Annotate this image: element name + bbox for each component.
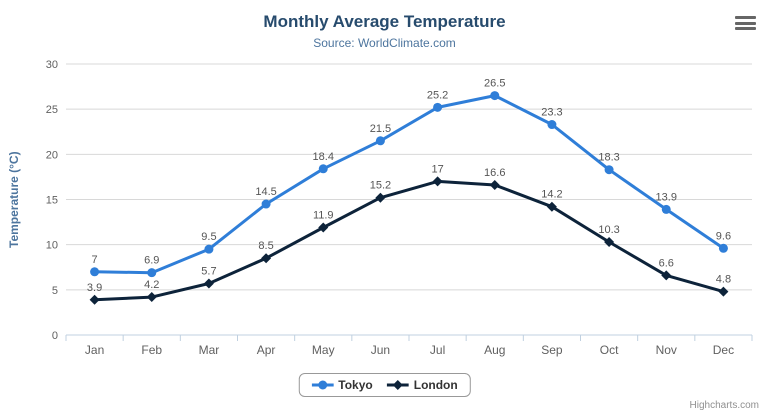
- point-london-may[interactable]: [318, 222, 329, 233]
- legend-label-tokyo: Tokyo: [338, 378, 373, 392]
- point-tokyo-jun[interactable]: [375, 136, 385, 146]
- x-axis-label: Dec: [713, 343, 734, 357]
- data-label-tokyo: 18.3: [598, 152, 619, 164]
- data-label-tokyo: 7: [92, 254, 98, 266]
- point-tokyo-feb[interactable]: [147, 268, 157, 278]
- data-label-tokyo: 9.5: [201, 231, 216, 243]
- x-axis-label: Apr: [257, 343, 276, 357]
- series-line-london: [93, 179, 725, 302]
- data-label-tokyo: 25.2: [427, 89, 448, 101]
- point-london-jul[interactable]: [432, 176, 443, 187]
- x-axis-label: Oct: [600, 343, 619, 357]
- data-label-london: 15.2: [370, 180, 391, 192]
- legend-marker-tokyo: [311, 380, 334, 390]
- data-label-london: 6.6: [659, 257, 674, 269]
- point-tokyo-apr[interactable]: [261, 199, 271, 209]
- x-axis-label: Jun: [371, 343, 390, 357]
- legend: Tokyo London: [298, 373, 471, 397]
- point-tokyo-mar[interactable]: [204, 244, 214, 254]
- point-tokyo-jul[interactable]: [433, 102, 443, 112]
- x-axis-label: Jul: [430, 343, 445, 357]
- data-label-london: 4.8: [716, 274, 731, 286]
- legend-item-tokyo[interactable]: Tokyo: [311, 378, 373, 392]
- data-label-london: 14.2: [541, 189, 562, 201]
- data-label-london: 4.2: [144, 279, 159, 291]
- data-label-tokyo: 26.5: [484, 78, 505, 90]
- legend-label-london: London: [413, 378, 458, 392]
- y-axis-label: 0: [52, 330, 58, 342]
- point-london-feb[interactable]: [146, 292, 157, 303]
- point-tokyo-jan[interactable]: [90, 267, 100, 277]
- point-tokyo-aug[interactable]: [490, 91, 500, 101]
- point-london-jun[interactable]: [375, 192, 386, 203]
- chart-title: Monthly Average Temperature: [263, 12, 506, 31]
- point-london-dec[interactable]: [718, 286, 729, 297]
- point-tokyo-may[interactable]: [318, 164, 328, 174]
- data-label-london: 17: [431, 163, 443, 175]
- point-london-mar[interactable]: [203, 278, 214, 289]
- x-axis-label: Jan: [85, 343, 104, 357]
- x-axis-label: Sep: [541, 343, 563, 357]
- point-london-jan[interactable]: [89, 294, 100, 305]
- data-label-london: 5.7: [201, 266, 216, 278]
- hamburger-menu-icon: [734, 14, 756, 33]
- point-london-aug[interactable]: [489, 180, 500, 191]
- point-tokyo-dec[interactable]: [718, 243, 728, 253]
- x-axis-label: Nov: [656, 343, 677, 357]
- x-axis-label: Feb: [141, 343, 162, 357]
- credits-link[interactable]: Highcharts.com: [689, 400, 759, 411]
- y-axis-label: 10: [46, 240, 58, 252]
- legend-item-london[interactable]: London: [386, 378, 458, 392]
- x-axis-label: Mar: [199, 343, 220, 357]
- data-label-london: 8.5: [258, 240, 273, 252]
- point-tokyo-sep[interactable]: [547, 120, 557, 130]
- data-label-london: 16.6: [484, 167, 505, 179]
- point-london-apr[interactable]: [261, 253, 272, 264]
- y-axis-label: 20: [46, 149, 58, 161]
- data-label-tokyo: 13.9: [656, 191, 677, 203]
- data-label-tokyo: 9.6: [716, 230, 731, 242]
- data-label-tokyo: 21.5: [370, 123, 391, 135]
- x-axis-label: May: [312, 343, 335, 357]
- data-label-london: 3.9: [87, 282, 102, 294]
- point-tokyo-nov[interactable]: [661, 204, 671, 214]
- point-tokyo-oct[interactable]: [604, 165, 614, 175]
- point-london-sep[interactable]: [546, 201, 557, 212]
- point-london-nov[interactable]: [661, 270, 672, 281]
- y-axis-label: 5: [52, 285, 58, 297]
- data-label-london: 10.3: [598, 224, 619, 236]
- y-axis-label: 30: [46, 59, 58, 71]
- data-label-tokyo: 14.5: [255, 186, 276, 198]
- data-label-tokyo: 18.4: [313, 151, 334, 163]
- data-label-london: 11.9: [313, 210, 334, 222]
- point-london-oct[interactable]: [604, 236, 615, 247]
- x-axis-label: Aug: [484, 343, 505, 357]
- data-label-tokyo: 23.3: [541, 107, 562, 119]
- legend-marker-london: [386, 380, 409, 390]
- y-axis-label: 15: [46, 195, 58, 207]
- chart-subtitle: Source: WorldClimate.com: [313, 36, 456, 50]
- series-line-tokyo: [93, 94, 725, 275]
- y-axis-label: 25: [46, 104, 58, 116]
- data-label-tokyo: 6.9: [144, 255, 159, 267]
- chart-context-menu-button[interactable]: [733, 12, 757, 34]
